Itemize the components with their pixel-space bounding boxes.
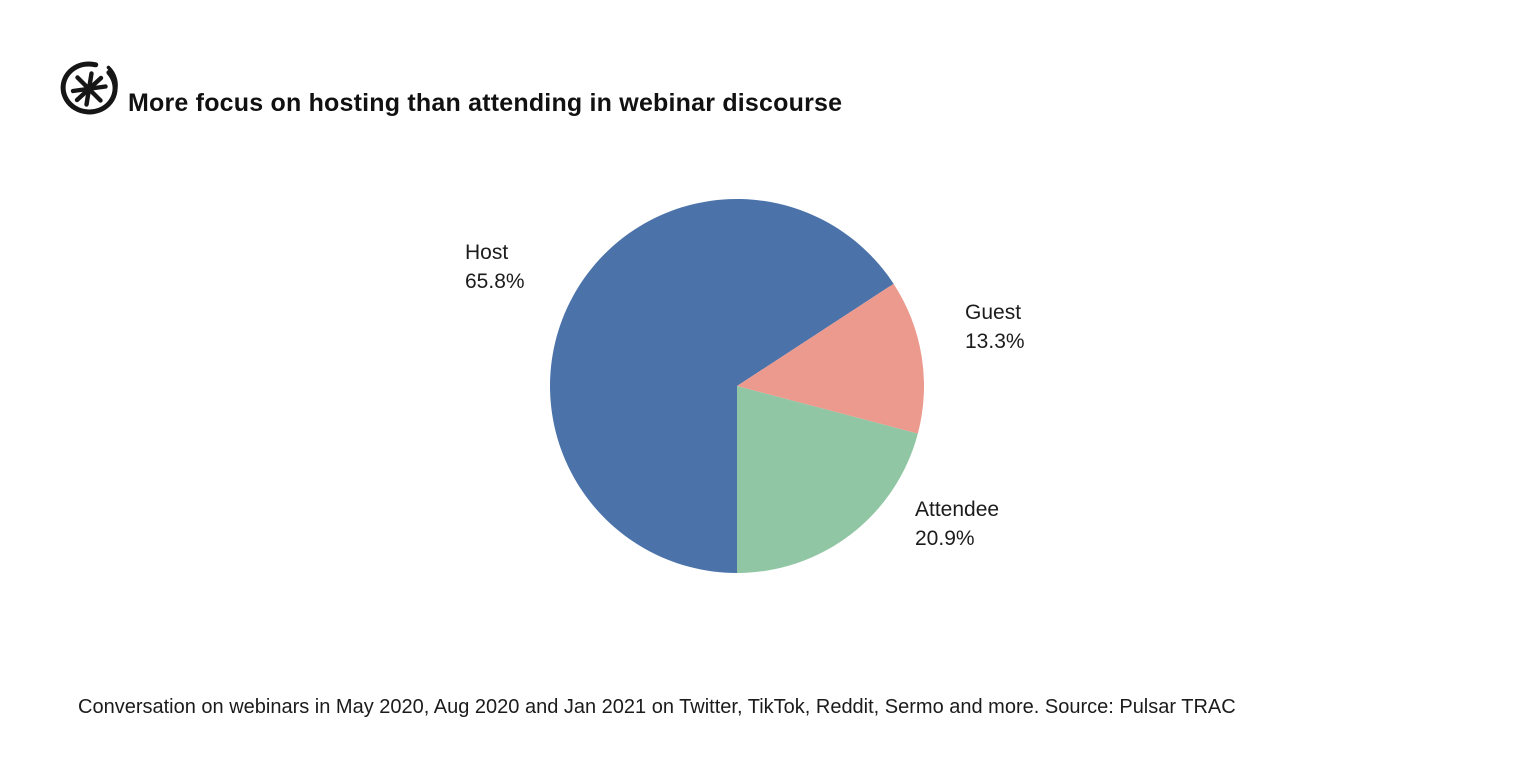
slice-value-guest: 13.3% — [965, 330, 1025, 353]
pie-slice-guest — [737, 283, 924, 434]
slice-name-attendee: Attendee — [915, 498, 1000, 521]
slice-label-attendee: Attendee 20.9% — [915, 495, 999, 553]
slice-name-guest: Guest — [965, 301, 1022, 324]
slice-label-guest: Guest 13.3% — [965, 298, 1025, 356]
chart-title: More focus on hosting than attending in … — [128, 88, 843, 117]
pie — [550, 199, 924, 573]
slice-label-host: Host 65.8% — [465, 238, 525, 296]
slice-value-attendee: 20.9% — [915, 527, 975, 550]
source-caption: Conversation on webinars in May 2020, Au… — [78, 696, 1236, 718]
pulsar-asterisk-logo-icon — [60, 61, 118, 115]
slice-name-host: Host — [465, 241, 509, 264]
pie-slice-attendee — [737, 386, 918, 573]
slice-value-host: 65.8% — [465, 270, 525, 293]
pie-slice-host — [550, 199, 894, 573]
